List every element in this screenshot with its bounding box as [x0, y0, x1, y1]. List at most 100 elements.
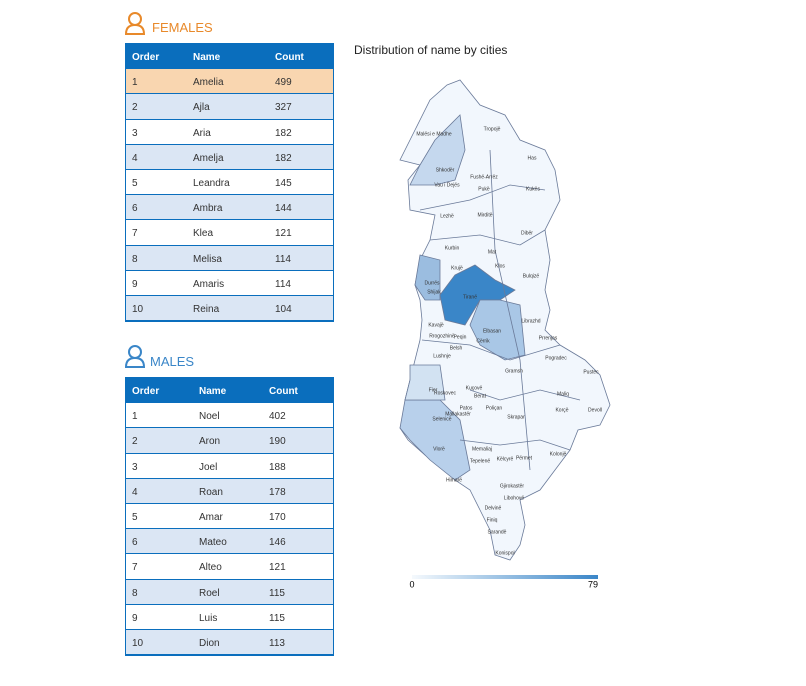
city-label: Gramsh: [505, 368, 523, 374]
city-label: Fier: [429, 387, 438, 393]
city-label: Delvinë: [485, 505, 502, 511]
cell: 5: [132, 511, 138, 523]
cell: 2: [132, 436, 138, 448]
city-label: Kurbin: [445, 245, 460, 251]
cell: 114: [275, 253, 291, 265]
city-label: Gjirokastër: [500, 483, 525, 489]
cell: 182: [275, 127, 292, 139]
table-row: 2 Ajla 327: [126, 94, 333, 120]
city-label: Klos: [495, 263, 505, 269]
city-label: Shijak: [427, 289, 441, 295]
cell: 144: [275, 203, 292, 215]
cell: Aron: [199, 436, 221, 448]
map: Distribution of name by cities 0 79 Malë…: [354, 43, 611, 589]
city-label: Tiranë: [463, 294, 477, 300]
table-row: 10 Dion 113: [126, 629, 333, 656]
cell: 9: [132, 612, 138, 624]
cell: 8: [132, 587, 138, 599]
city-label: Maliq: [557, 391, 569, 397]
male-icon: [124, 345, 146, 368]
city-label: Vau i Dejës: [434, 182, 460, 188]
city-label: Kukës: [526, 186, 540, 192]
female-icon: [124, 12, 146, 35]
females-table: Order Name Count 1 Amelia 499 2 Ajla 327 3 Aria 182…: [125, 43, 334, 323]
city-label: Kuçovë: [466, 385, 483, 391]
region: [469, 299, 526, 361]
cell: Roan: [199, 486, 223, 498]
column-header: Count: [275, 52, 304, 63]
city-label: Krujë: [451, 265, 463, 271]
border: [489, 149, 531, 471]
table-row: 8 Melisa 114: [126, 245, 333, 271]
cell: Noel: [199, 411, 220, 423]
cell: 1: [132, 77, 138, 89]
city-label: Peqin: [454, 334, 467, 340]
border: [419, 184, 546, 211]
city-label: Këlcyrë: [497, 456, 514, 462]
city-label: Konispol: [495, 550, 514, 556]
city-label: Berat: [474, 393, 487, 399]
cell: Amelja: [193, 152, 224, 164]
legend-bar: [412, 575, 598, 579]
cell: 114: [275, 278, 291, 290]
city-label: Korçë: [555, 407, 568, 413]
city-label: Fushë-Arrëz: [470, 174, 498, 180]
table-row: 7 Alteo 121: [126, 554, 333, 580]
cell: 10: [132, 637, 144, 649]
table-row: 3 Aria 182: [126, 120, 333, 145]
city-label: Selenicë: [432, 416, 451, 422]
border: [459, 439, 571, 451]
city-label: Prrenjas: [539, 335, 558, 341]
cell: Ambra: [193, 203, 223, 215]
city-label: Poliçan: [486, 405, 503, 411]
city-label: Mat: [488, 249, 497, 255]
map-title: Distribution of name by cities: [354, 43, 507, 57]
cell: Amelia: [193, 77, 224, 89]
border: [429, 229, 546, 246]
region: [404, 364, 446, 401]
cell: 3: [132, 461, 138, 473]
cell: Amaris: [193, 278, 225, 290]
cell: 115: [269, 612, 285, 624]
table-row: 8 Roel 115: [126, 579, 333, 605]
border: [469, 389, 581, 401]
cell: Leandra: [193, 177, 230, 189]
cell: Amar: [199, 511, 223, 523]
table-row: 1 Amelia 499: [126, 69, 333, 95]
cell: 188: [269, 461, 286, 473]
city-label: Shkodër: [436, 167, 455, 173]
cell: 121: [269, 562, 286, 574]
city-label: Librazhd: [521, 318, 540, 324]
city-label: Durrës: [424, 280, 440, 286]
city-label: Skrapar: [507, 414, 525, 420]
cell: Roel: [199, 587, 220, 599]
city-label: Has: [528, 155, 537, 161]
cell: 7: [132, 562, 138, 574]
city-label: Bulqizë: [523, 273, 540, 279]
cell: Ajla: [193, 102, 210, 114]
cell: 5: [132, 177, 138, 189]
cell: Melisa: [193, 253, 222, 265]
region: [409, 114, 466, 186]
table-row: 5 Leandra 145: [126, 170, 333, 196]
city-label: Mirditë: [477, 212, 492, 218]
city-label: Finiq: [487, 517, 498, 523]
cell: 145: [275, 177, 292, 189]
city-label: Pukë: [478, 186, 490, 192]
city-label: Rrogozhinë: [429, 333, 455, 339]
city-label: Lushnje: [433, 353, 451, 359]
header-row: Order Name Count: [126, 44, 333, 70]
city-label: Devoll: [588, 407, 602, 413]
cell: Mateo: [199, 537, 227, 549]
males-title: MALES: [150, 354, 195, 369]
city-label: Himarë: [446, 477, 462, 483]
males-table: Order Name Count 1 Noel 402 2 Aron 190 3 Joel 188 4 R…: [125, 377, 334, 657]
cell: 9: [132, 278, 138, 290]
city-label: Libohovë: [504, 495, 525, 501]
cell: 1: [132, 411, 138, 423]
cell: 4: [132, 486, 138, 498]
cell: 10: [132, 303, 144, 315]
cell: Reina: [193, 303, 220, 315]
legend-min: 0: [409, 579, 414, 589]
